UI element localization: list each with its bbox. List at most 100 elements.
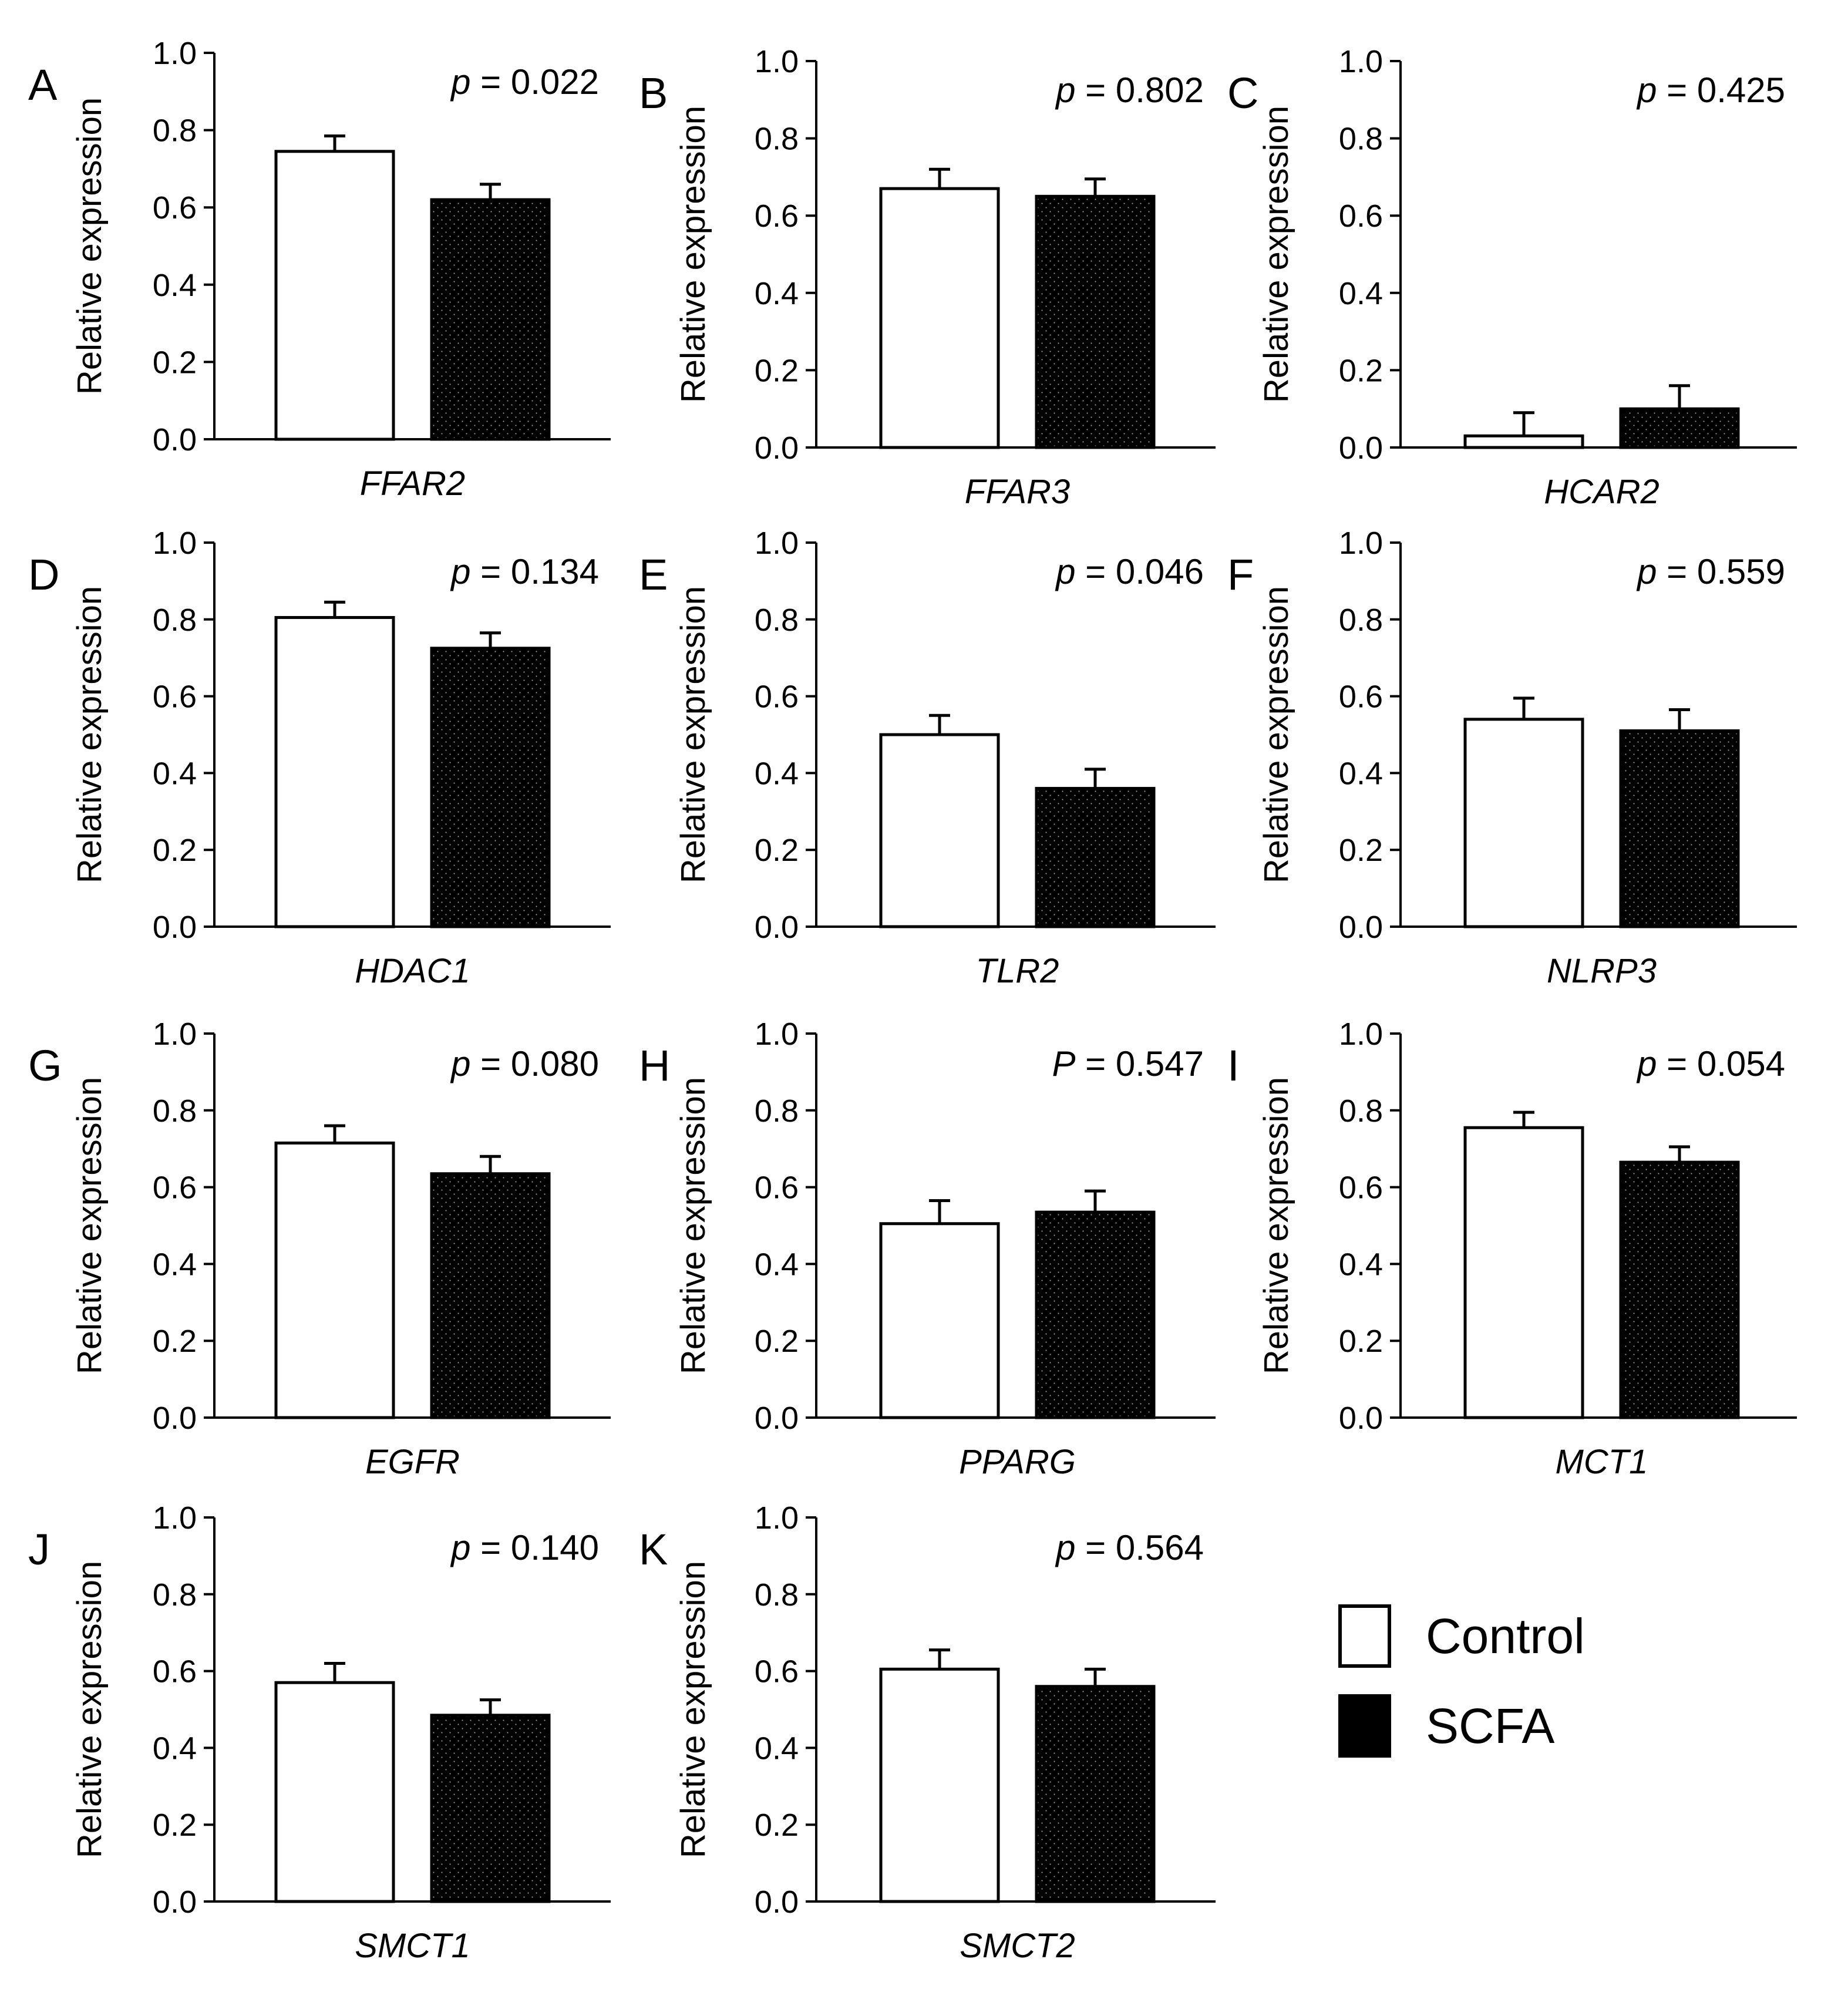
y-axis-title-a: Relative expression [70,97,109,395]
bar-control-e [879,733,1000,928]
p-value-symbol-e: p [1055,552,1075,591]
bar-scfa-e [1035,787,1156,928]
bar-scfa-f [1619,729,1740,928]
y-tick-label-h: 0.0 [755,1401,799,1436]
y-tick-label-d: 0.6 [153,679,197,715]
x-axis-label-e: TLR2 [976,952,1059,990]
bar-control-a [274,150,395,441]
p-value-symbol-k: p [1055,1528,1075,1567]
p-value-i: p = 0.054 [1636,1044,1785,1083]
panel-c: C 0.0 0.2 0.4 0.6 0.8 1.0 Relative expression HC… [1227,44,1797,511]
y-tick-label-b: 0.8 [755,122,799,157]
panel-a: A 0.0 0.2 0.4 0.6 0.8 1.0 Relative expression FF… [28,36,611,503]
y-tick-label-c: 0.6 [1339,198,1383,234]
legend-control-label: Control [1426,1608,1585,1664]
x-axis-label-b: FFAR3 [965,473,1070,511]
y-tick-label-d: 0.8 [153,603,197,638]
p-value-number-b: = 0.802 [1085,70,1204,110]
y-tick-label-c: 0.8 [1339,122,1383,157]
bar-control-j [274,1681,395,1903]
p-value-g: p = 0.080 [450,1044,599,1083]
bar-scfa-a [430,198,551,441]
y-tick-label-a: 0.8 [153,113,197,149]
y-tick-label-i: 0.2 [1339,1324,1383,1359]
p-value-h: P = 0.547 [1052,1044,1204,1083]
y-tick-label-b: 0.6 [755,198,799,234]
panel-letter-c: C [1227,69,1258,117]
legend-scfa-label: SCFA [1426,1698,1554,1754]
y-tick-label-c: 0.0 [1339,430,1383,466]
y-tick-label-k: 0.4 [755,1731,799,1766]
x-axis-label-c: HCAR2 [1544,473,1660,511]
bar-scfa-d [430,647,551,928]
p-value-symbol-c: p [1636,70,1657,110]
bar-control-g [274,1141,395,1419]
y-tick-label-k: 0.6 [755,1654,799,1690]
y-tick-label-k: 0.0 [755,1884,799,1920]
y-tick-label-e: 0.2 [755,833,799,868]
y-tick-label-f: 0.0 [1339,910,1383,945]
y-tick-label-g: 0.6 [153,1170,197,1206]
panel-g: G 0.0 0.2 0.4 0.6 0.8 1.0 Relative expression EG… [28,1017,611,1481]
y-tick-label-e: 0.4 [755,756,799,791]
y-tick-label-i: 0.4 [1339,1247,1383,1282]
p-value-symbol-g: p [450,1044,470,1083]
y-tick-label-b: 0.2 [755,353,799,388]
y-axis-title-b: Relative expression [674,106,712,403]
bar-control-d [274,616,395,928]
p-value-b: p = 0.802 [1055,70,1204,110]
y-axis-title-j: Relative expression [70,1561,109,1858]
y-axis-title-d: Relative expression [70,586,109,883]
y-tick-label-e: 0.8 [755,603,799,638]
p-value-symbol-i: p [1636,1044,1657,1083]
legend-control-swatch [1338,1604,1391,1668]
y-tick-label-d: 1.0 [153,526,197,561]
y-tick-label-e: 0.0 [755,910,799,945]
y-axis-title-i: Relative expression [1257,1077,1295,1374]
legend-scfa-swatch [1338,1694,1391,1758]
y-tick-label-b: 1.0 [755,44,799,79]
p-value-number-h: = 0.547 [1085,1044,1204,1083]
p-value-number-k: = 0.564 [1085,1528,1204,1567]
panel-letter-h: H [639,1041,670,1090]
panel-d: D 0.0 0.2 0.4 0.6 0.8 1.0 Relative expression HD… [28,526,611,990]
y-tick-label-c: 1.0 [1339,44,1383,79]
p-value-f: p = 0.559 [1636,552,1785,591]
y-tick-label-j: 1.0 [153,1500,197,1536]
y-tick-label-i: 0.0 [1339,1401,1383,1436]
y-tick-label-h: 0.6 [755,1170,799,1206]
y-tick-label-c: 0.4 [1339,276,1383,311]
bar-scfa-i [1619,1160,1740,1419]
p-value-d: p = 0.134 [450,552,599,591]
y-axis-title-e: Relative expression [674,586,712,883]
y-tick-label-g: 0.8 [153,1093,197,1129]
y-tick-label-h: 0.4 [755,1247,799,1282]
x-axis-label-d: HDAC1 [355,952,470,990]
y-tick-label-f: 0.6 [1339,679,1383,715]
y-axis-title-k: Relative expression [674,1561,712,1858]
p-value-symbol-h: P [1052,1044,1075,1083]
panel-i: I 0.0 0.2 0.4 0.6 0.8 1.0 Relative expression MC… [1227,1017,1797,1481]
p-value-k: p = 0.564 [1055,1528,1204,1567]
bar-scfa-k [1035,1685,1156,1903]
y-tick-label-h: 0.8 [755,1093,799,1129]
y-tick-label-c: 0.2 [1339,353,1383,388]
y-tick-label-g: 0.0 [153,1401,197,1436]
panel-e: E 0.0 0.2 0.4 0.6 0.8 1.0 Relative expression TL… [639,526,1216,990]
bar-control-h [879,1222,1000,1419]
panel-b: B 0.0 0.2 0.4 0.6 0.8 1.0 Relative expression FF… [639,44,1216,511]
y-tick-label-j: 0.4 [153,1731,197,1766]
p-value-j: p = 0.140 [450,1528,599,1567]
panel-j: J 0.0 0.2 0.4 0.6 0.8 1.0 Relative expression SM… [28,1500,611,1965]
p-value-number-f: = 0.559 [1667,552,1785,591]
y-tick-label-i: 0.6 [1339,1170,1383,1206]
y-tick-label-d: 0.4 [153,756,197,791]
legend: Control SCFA [1338,1604,1585,1758]
p-value-number-i: = 0.054 [1667,1044,1785,1083]
bar-scfa-h [1035,1210,1156,1419]
y-tick-label-k: 0.2 [755,1808,799,1843]
y-tick-label-e: 0.6 [755,679,799,715]
x-axis-label-i: MCT1 [1556,1443,1648,1481]
p-value-symbol-b: p [1055,70,1075,110]
